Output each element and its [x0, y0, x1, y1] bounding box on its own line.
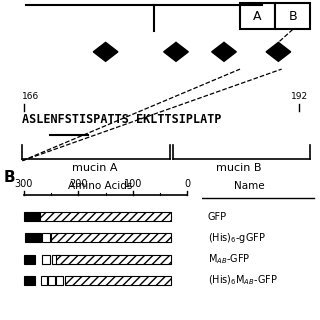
Bar: [24, 255, 35, 264]
Bar: [48, 276, 55, 285]
Bar: [51, 233, 171, 242]
Polygon shape: [266, 42, 291, 61]
Text: mucin B: mucin B: [216, 163, 261, 173]
Text: B: B: [289, 10, 297, 23]
Text: Name: Name: [234, 181, 264, 191]
Bar: [24, 212, 40, 221]
Polygon shape: [212, 42, 236, 61]
Text: 192: 192: [291, 92, 308, 101]
Text: B: B: [3, 170, 15, 185]
Bar: [275, 4, 310, 29]
Text: (His)$_6$-gGFP: (His)$_6$-gGFP: [207, 231, 266, 245]
Polygon shape: [93, 42, 118, 61]
Bar: [65, 276, 171, 285]
Bar: [52, 255, 59, 264]
Text: 100: 100: [124, 179, 142, 189]
Text: (His)$_6$M$_{AB}$-GFP: (His)$_6$M$_{AB}$-GFP: [207, 274, 277, 287]
Text: GFP: GFP: [207, 212, 227, 221]
Bar: [42, 255, 50, 264]
Text: Amino Acids: Amino Acids: [68, 181, 132, 191]
Bar: [56, 255, 171, 264]
Text: A: A: [253, 10, 262, 23]
Bar: [42, 233, 50, 242]
Polygon shape: [164, 42, 188, 61]
Bar: [24, 276, 35, 285]
Text: 166: 166: [22, 92, 40, 101]
Text: mucin A: mucin A: [72, 163, 117, 173]
Bar: [25, 233, 41, 242]
Bar: [240, 4, 275, 29]
Bar: [40, 212, 171, 221]
Text: M$_{AB}$-GFP: M$_{AB}$-GFP: [207, 252, 250, 266]
Text: ASLENFSTISPATTS EKLTTSIPLATP: ASLENFSTISPATTS EKLTTSIPLATP: [22, 113, 222, 126]
Text: 200: 200: [69, 179, 88, 189]
Bar: [56, 276, 63, 285]
Text: 300: 300: [14, 179, 33, 189]
Bar: [41, 276, 47, 285]
Text: 0: 0: [184, 179, 190, 189]
